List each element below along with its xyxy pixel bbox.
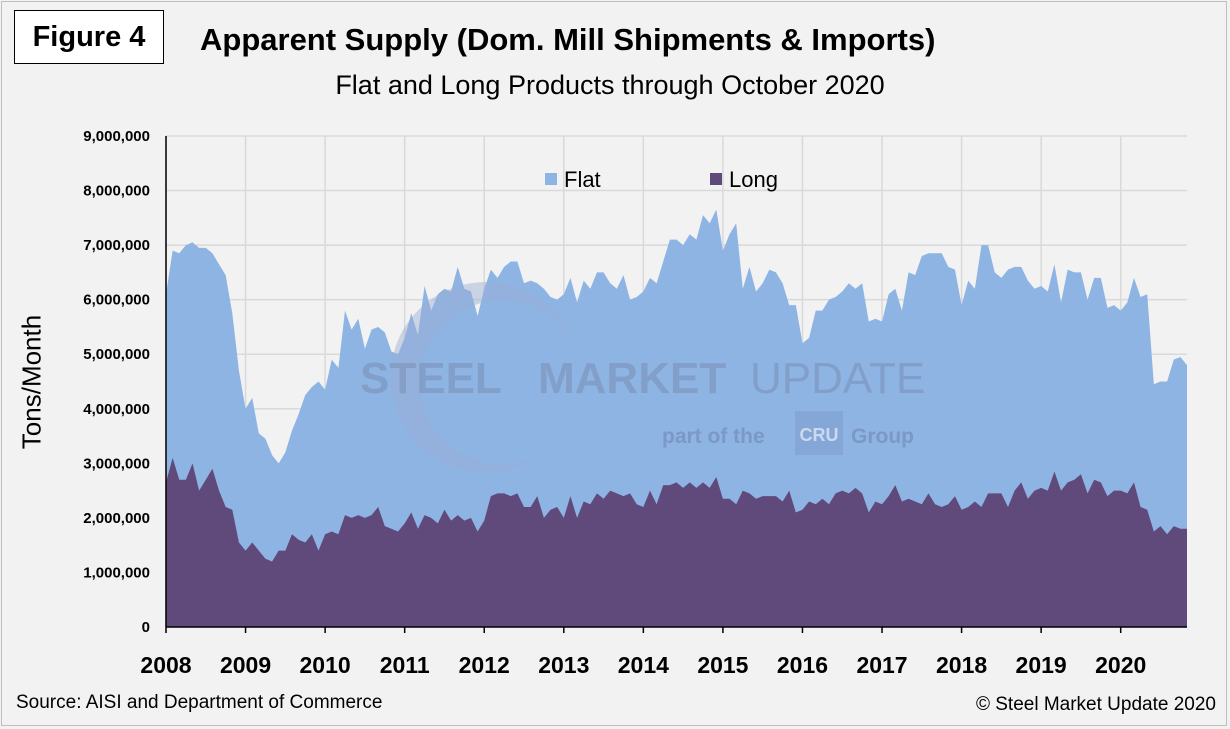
x-tick-label: 2017 [856,652,907,678]
y-tick-label: 5,000,000 [83,346,150,363]
y-tick-label: 9,000,000 [83,128,150,145]
watermark-steel: STEEL [360,354,502,403]
x-tick-label: 2020 [1095,652,1146,678]
legend-label-flat: Flat [564,167,601,192]
legend: Flat Long [545,167,778,192]
legend-swatch-flat [545,173,557,185]
y-tick-label: 0 [142,619,150,636]
x-tick-label: 2014 [618,652,669,678]
watermark: STEEL MARKET UPDATE part of the CRU Grou… [360,282,925,473]
y-tick-label: 2,000,000 [83,510,150,527]
x-tick-label: 2012 [459,652,510,678]
x-tick-label: 2015 [697,652,748,678]
x-tick-labels: 2008 2009 2010 2011 2012 2013 2014 2015 2016 2017… [140,627,1146,678]
x-tick-label: 2013 [538,652,589,678]
long-area [166,457,1187,627]
copyright-note: © Steel Market Update 2020 [975,694,1216,715]
y-tick-label: 8,000,000 [83,183,150,200]
chart-subtitle: Flat and Long Products through October 2… [335,70,885,100]
x-tick-label: 2018 [936,652,987,678]
watermark-cru-logo [795,411,843,455]
source-note: Source: AISI and Department of Commerce [16,692,383,713]
x-tick-label: 2008 [140,652,191,678]
y-tick-label: 1,000,000 [83,564,150,581]
x-tick-label: 2010 [300,652,351,678]
legend-label-long: Long [729,167,778,192]
x-tick-label: 2009 [220,652,271,678]
chart-title: Apparent Supply (Dom. Mill Shipments & I… [200,22,936,57]
x-tick-label: 2011 [380,652,430,678]
x-tick-label: 2016 [777,652,828,678]
watermark-market: MARKET [538,354,726,403]
watermark-cru-text: CRU [800,425,839,445]
y-axis-title-text: Tons/Month [16,314,47,450]
watermark-part-of-the: part of the [662,425,765,448]
watermark-swoosh [390,282,575,473]
figure-label: Figure 4 [14,10,164,64]
y-tick-label: 4,000,000 [83,401,150,418]
y-tick-label: 3,000,000 [83,455,150,472]
watermark-update: UPDATE [750,354,925,403]
y-tick-labels: 0 1,000,000 2,000,000 3,000,000 4,000,000 5,0… [83,128,150,636]
y-tick-label: 7,000,000 [83,237,150,254]
x-tick-label: 2019 [1016,652,1067,678]
watermark-group: Group [851,425,914,448]
legend-swatch-long [710,173,722,185]
y-tick-label: 6,000,000 [83,292,150,309]
